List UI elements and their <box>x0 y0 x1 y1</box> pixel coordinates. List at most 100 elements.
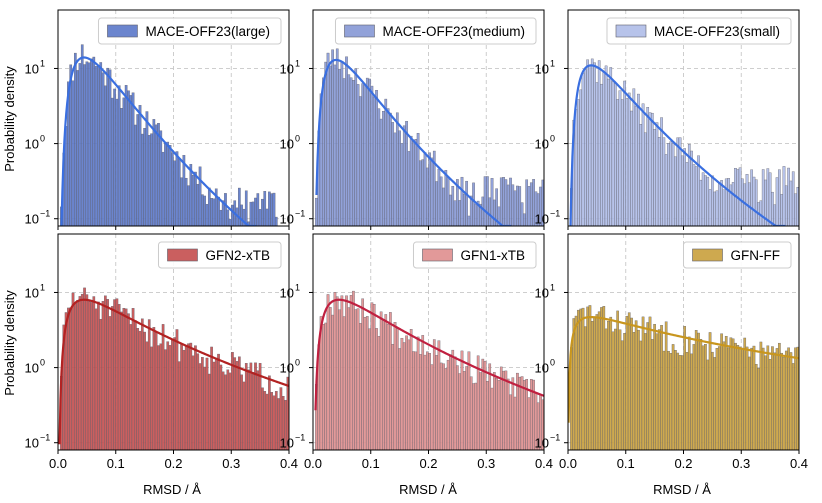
histogram-bar <box>270 193 274 226</box>
histogram-bar <box>717 346 721 450</box>
histogram-bar <box>268 191 271 226</box>
histogram-bar <box>113 299 116 450</box>
histogram-bar <box>365 77 369 226</box>
histogram-bar <box>787 347 790 450</box>
histogram-bar <box>97 65 100 226</box>
histogram-bar <box>474 204 478 226</box>
histogram-bar <box>697 332 700 450</box>
legend-swatch <box>344 24 375 38</box>
y-tick-exponent: −1 <box>550 433 560 443</box>
histogram-bar <box>780 352 784 450</box>
histogram-bar <box>731 182 735 226</box>
histogram-bar <box>379 118 383 226</box>
histogram-bar <box>219 209 223 226</box>
histogram-bar <box>354 68 358 226</box>
x-tick-label: 0.1 <box>107 456 125 471</box>
histogram-bar <box>662 350 666 450</box>
histogram-bar <box>465 366 468 450</box>
histogram-bar <box>655 122 659 226</box>
histogram-bar <box>474 382 478 450</box>
histogram-bar <box>377 108 381 226</box>
histogram-bar <box>347 307 351 450</box>
histogram-bar <box>71 292 75 450</box>
histogram-bar <box>720 333 723 450</box>
histogram-bar <box>771 191 774 226</box>
histogram-bar <box>653 129 656 226</box>
histogram-bar <box>127 90 130 226</box>
histogram-bar <box>754 179 758 226</box>
y-tick-label: 10 <box>25 212 39 227</box>
histogram-bar <box>240 374 243 450</box>
histogram-bar <box>384 314 388 450</box>
histogram-bar <box>117 85 121 226</box>
histogram-bar <box>159 343 163 450</box>
histogram-bar <box>173 160 176 226</box>
histogram-bar <box>437 340 441 450</box>
y-tick-exponent: −1 <box>40 433 50 443</box>
histogram-bar <box>361 298 364 450</box>
histogram-bar <box>657 137 661 226</box>
histogram-bar <box>579 89 583 226</box>
histogram-bar <box>602 72 606 226</box>
histogram-bar <box>497 380 501 450</box>
histogram-bar <box>191 175 195 226</box>
y-tick-label: 10 <box>535 61 549 76</box>
fit-curve <box>58 298 289 445</box>
histogram-bar <box>637 93 640 226</box>
y-tick-exponent: 1 <box>40 282 45 292</box>
histogram-bar <box>782 166 786 226</box>
histogram-bar <box>379 311 383 450</box>
histogram-bar <box>442 187 445 226</box>
histogram-bar <box>251 372 255 450</box>
histogram-bar <box>729 337 733 450</box>
histogram-bar <box>164 143 167 226</box>
histogram-bar <box>623 333 626 450</box>
histogram-bar <box>258 209 262 226</box>
histogram-bar <box>217 353 220 450</box>
histogram-bar <box>614 328 617 450</box>
x-tick-label: 0.3 <box>222 456 240 471</box>
histogram-bar <box>324 61 328 226</box>
legend-label: MACE-OFF23(large) <box>145 24 270 39</box>
histogram-bar <box>349 77 353 226</box>
histogram-bar <box>157 123 160 226</box>
histogram-bar <box>577 99 580 226</box>
histogram-bar <box>630 110 633 226</box>
histogram-bar <box>509 177 512 226</box>
histogram-bar <box>177 158 181 226</box>
histogram-bar <box>593 317 596 450</box>
histogram-bar <box>152 119 156 226</box>
histogram-bar <box>736 345 740 450</box>
histogram-bar <box>493 372 496 450</box>
histogram-bar <box>342 78 346 226</box>
histogram-bar <box>653 323 656 450</box>
histogram-bar <box>101 72 105 226</box>
histogram-bar <box>363 316 367 450</box>
histogram-bar <box>768 359 772 450</box>
histogram-bar <box>173 337 176 450</box>
histogram-bar <box>150 346 153 450</box>
y-tick-exponent: 0 <box>40 358 45 368</box>
histogram-bar <box>451 349 455 450</box>
y-tick-exponent: 0 <box>550 358 555 368</box>
histogram-bar <box>164 349 167 450</box>
histogram-bar <box>430 157 434 226</box>
histogram-bar <box>393 322 397 450</box>
legend-frame <box>157 241 282 269</box>
histogram-bar <box>382 318 385 450</box>
histogram-bar <box>579 308 583 450</box>
histogram-bar <box>720 180 723 226</box>
histogram-bar <box>453 200 457 226</box>
histogram-bar <box>106 299 109 450</box>
x-ticks: 0.0 0.1 0.2 0.3 0.4 <box>304 450 553 471</box>
histogram-bar <box>207 187 211 226</box>
histogram-bar <box>326 294 330 450</box>
histogram-bar <box>451 186 455 226</box>
histogram-bar <box>268 375 271 450</box>
histogram-bar <box>462 371 466 450</box>
histogram-bar <box>328 307 332 450</box>
histogram-bar <box>375 328 378 450</box>
